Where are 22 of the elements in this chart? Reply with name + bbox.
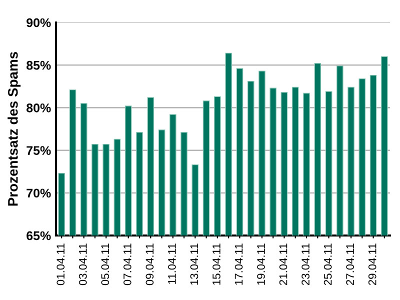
x-tick-label: 27.04.11 <box>346 244 354 286</box>
y-tick-label: 75% <box>26 146 51 155</box>
x-tick-label: 21.04.11 <box>279 244 288 286</box>
y-tick-label: 70% <box>26 188 51 198</box>
x-tick-label: 13.04.11 <box>190 244 198 285</box>
x-tick-label: 15.04.11 <box>212 244 220 285</box>
y-axis-title: Prozentsatz des Spams <box>8 52 21 206</box>
y-tick-label: 85% <box>26 60 51 70</box>
x-tick-label: 07.04.11 <box>123 244 132 286</box>
y-tick-label: 65% <box>26 231 51 240</box>
x-tick-label: 25.04.11 <box>324 244 332 286</box>
y-tick-label: 80% <box>26 104 51 112</box>
x-tick-label: 29.04.11 <box>368 244 376 286</box>
x-tick-label: 05.04.11 <box>101 244 110 286</box>
x-tick-label: 19.04.11 <box>257 244 265 285</box>
x-tick-label: 03.04.11 <box>78 244 87 286</box>
y-tick-label: 90% <box>26 18 51 28</box>
x-tick-label: 09.04.11 <box>146 244 154 286</box>
x-tick-label: 17.04.11 <box>234 244 243 285</box>
x-tick-label: 11.04.11 <box>168 244 176 284</box>
x-tick-label: 23.04.11 <box>302 244 310 286</box>
x-tick-label: 01.04.11 <box>56 244 65 286</box>
